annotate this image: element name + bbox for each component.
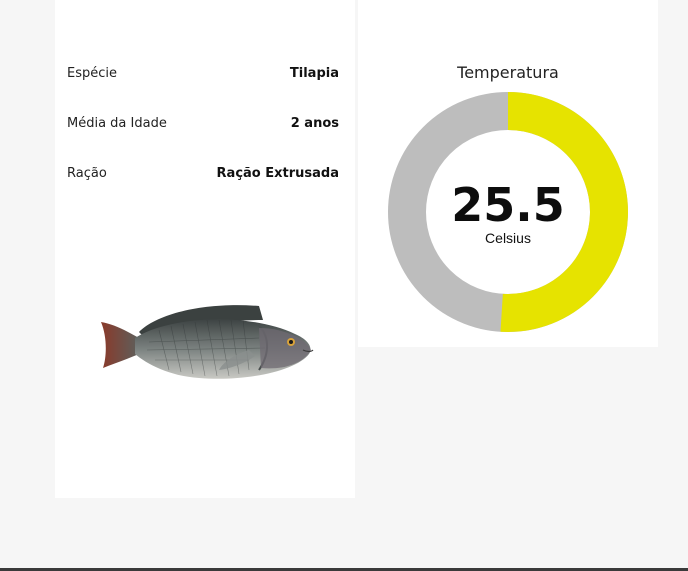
feed-label: Ração	[67, 165, 107, 181]
bottom-divider	[0, 568, 688, 571]
tilapia-fish-image	[101, 305, 314, 379]
gauge-title: Temperatura	[457, 63, 559, 82]
feed-row: Ração Ração Extrusada	[67, 163, 339, 183]
gauge-fill	[500, 92, 628, 332]
age-label: Média da Idade	[67, 115, 167, 131]
feed-value: Ração Extrusada	[216, 165, 339, 181]
temperature-gauge	[388, 92, 628, 332]
gauge-unit: Celsius	[485, 230, 531, 246]
species-label: Espécie	[67, 65, 117, 81]
fish-info-card: Espécie Tilapia Média da Idade 2 anos Ra…	[55, 0, 355, 498]
species-row: Espécie Tilapia	[67, 63, 339, 83]
gauge-value: 25.5	[451, 178, 565, 232]
species-value: Tilapia	[289, 65, 339, 81]
temperature-card: Temperatura 25.5 Celsius	[358, 0, 658, 347]
age-row: Média da Idade 2 anos	[67, 113, 339, 133]
age-value: 2 anos	[290, 115, 339, 131]
